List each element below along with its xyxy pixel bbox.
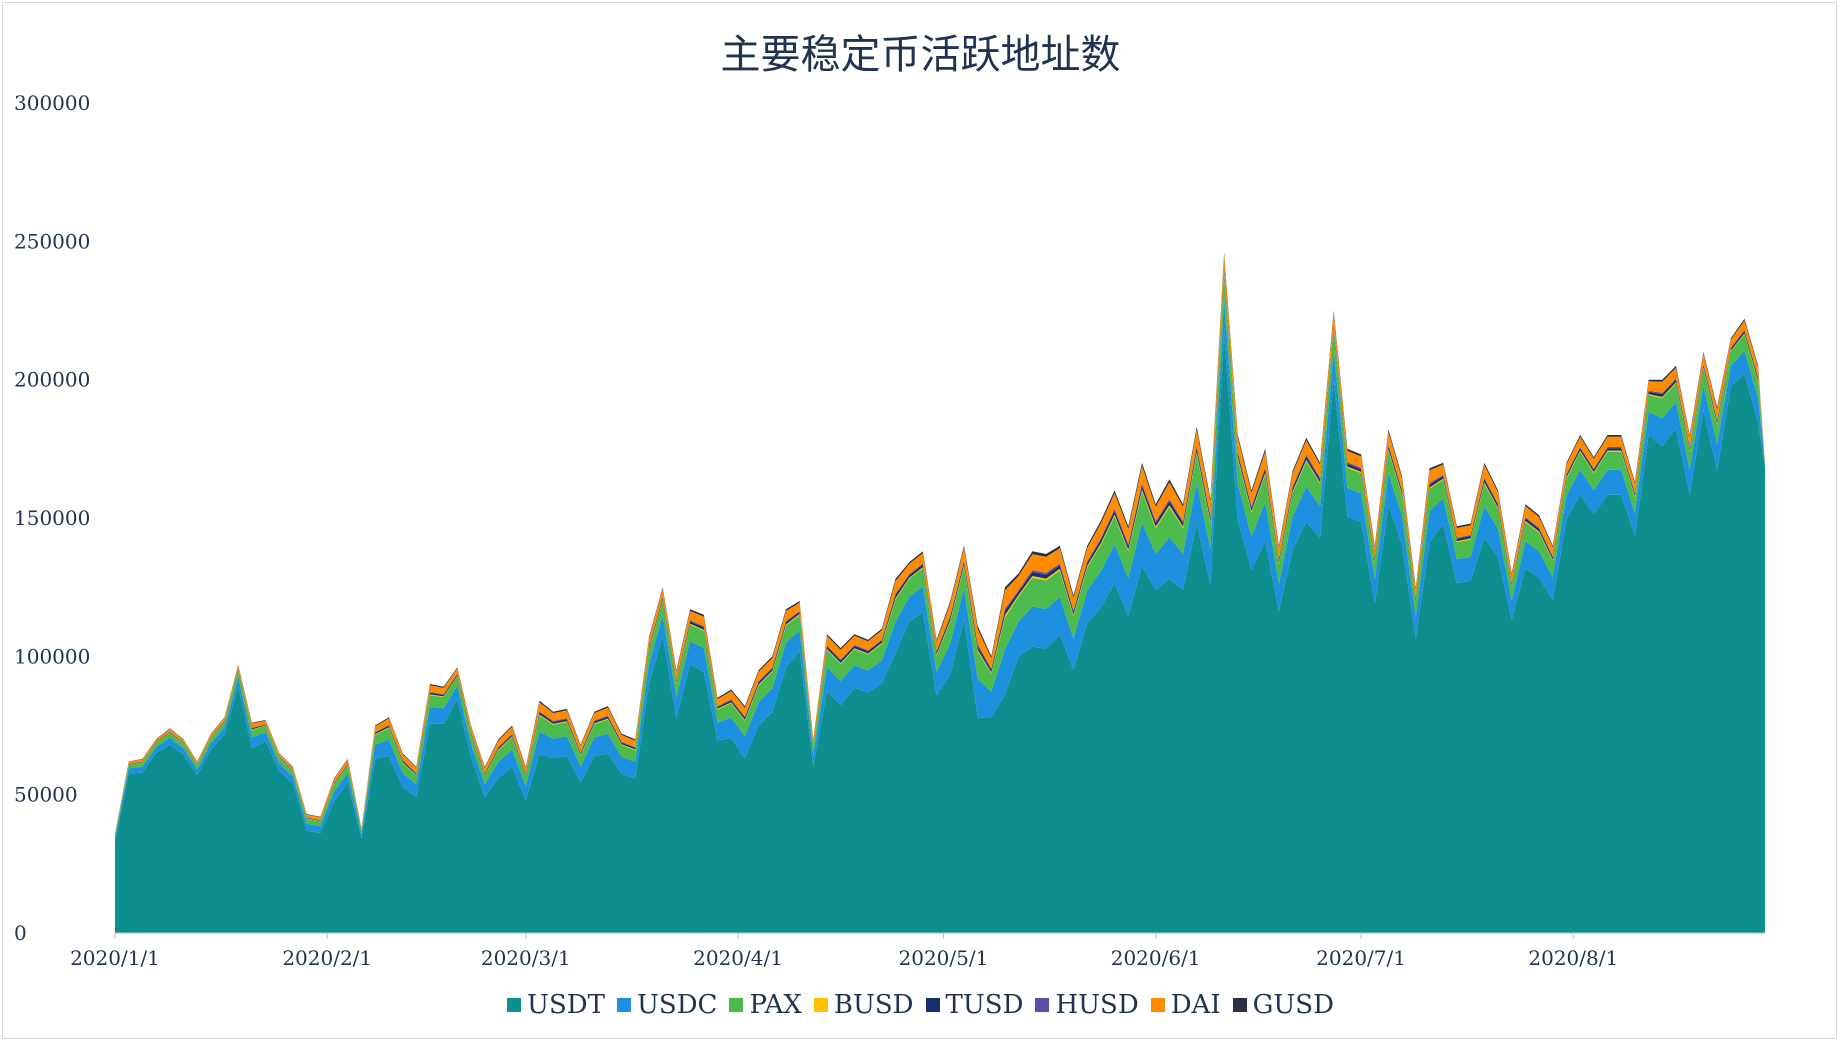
legend-swatch: [925, 998, 940, 1012]
x-tick-label: 2020/3/1: [481, 946, 571, 970]
legend-swatch: [1232, 998, 1247, 1012]
x-tick-label: 2020/2/1: [282, 946, 372, 970]
x-tick-label: 2020/6/1: [1111, 946, 1201, 970]
legend-swatch: [1150, 998, 1165, 1012]
legend-label: GUSD: [1252, 990, 1334, 1020]
legend-swatch: [616, 998, 631, 1012]
legend-label: TUSD: [945, 990, 1024, 1020]
legend-label: BUSD: [833, 990, 914, 1020]
y-tick-label: 200000: [14, 368, 90, 392]
legend-swatch: [1035, 998, 1050, 1012]
chart-title: 主要稳定币活跃地址数: [720, 32, 1121, 78]
x-tick-label: 2020/1/1: [70, 946, 160, 970]
x-axis: 2020/1/1 2020/2/1 2020/3/1 2020/4/1 2020/5/1…: [70, 932, 1765, 970]
legend-item-busd: BUSD: [813, 990, 914, 1020]
legend-item-tusd: TUSD: [925, 990, 1024, 1020]
x-tick-label: 2020/4/1: [693, 946, 783, 970]
x-tick-label: 2020/7/1: [1316, 946, 1406, 970]
y-tick-label: 0: [14, 921, 27, 945]
legend-label: PAX: [749, 990, 802, 1020]
y-tick-label: 300000: [14, 91, 90, 115]
legend-item-usdt: USDT: [507, 990, 605, 1020]
legend-item-husd: HUSD: [1035, 990, 1139, 1020]
legend-item-usdc: USDC: [616, 990, 718, 1020]
legend-swatch: [507, 998, 522, 1012]
legend-item-gusd: GUSD: [1232, 990, 1334, 1020]
area-layers: [115, 252, 1765, 934]
legend-item-pax: PAX: [729, 990, 802, 1020]
y-tick-label: 250000: [14, 229, 90, 253]
y-tick-label: 150000: [14, 506, 90, 530]
y-tick-label: 100000: [14, 644, 90, 668]
legend-label: HUSD: [1055, 990, 1139, 1020]
legend-label: USDC: [636, 990, 718, 1020]
legend-swatch: [813, 998, 828, 1012]
area-usdt: [115, 334, 1765, 934]
legend: USDT USDC PAX BUSD TUSD HUSD DAI GUSD: [0, 990, 1841, 1020]
legend-label: USDT: [527, 990, 605, 1020]
y-axis: 0 50000 100000 150000 200000 250000 300000: [14, 91, 90, 945]
legend-swatch: [729, 998, 744, 1012]
y-tick-label: 50000: [14, 783, 78, 807]
legend-label: DAI: [1170, 990, 1221, 1020]
x-tick-label: 2020/8/1: [1528, 946, 1618, 970]
legend-item-dai: DAI: [1150, 990, 1221, 1020]
x-tick-label: 2020/5/1: [899, 946, 989, 970]
